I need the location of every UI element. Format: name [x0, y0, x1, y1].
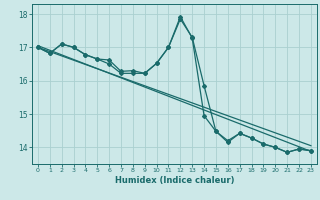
X-axis label: Humidex (Indice chaleur): Humidex (Indice chaleur): [115, 176, 234, 185]
